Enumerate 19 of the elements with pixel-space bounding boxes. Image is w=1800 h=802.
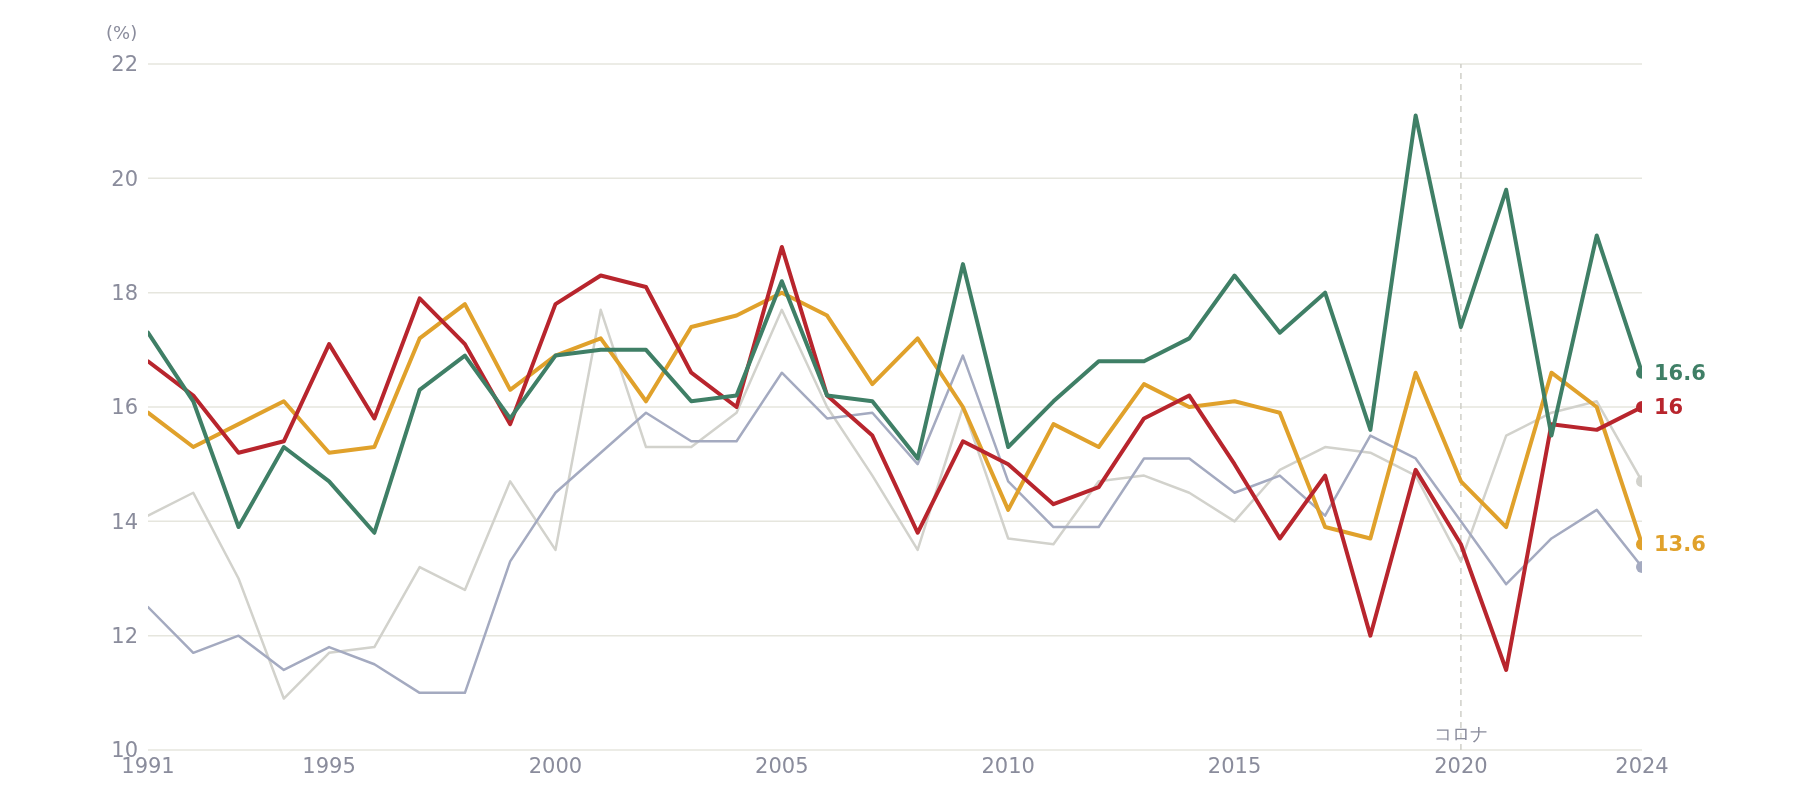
data-label: 16 — [1654, 395, 1684, 419]
x-tick-label: 1995 — [302, 753, 356, 778]
y-tick-label: 18 — [111, 281, 138, 306]
x-tick-label: 2024 — [1615, 753, 1669, 778]
line-series — [148, 113, 1642, 535]
y-tick-label: 14 — [111, 509, 138, 534]
data-label: 16.6 — [1654, 360, 1706, 385]
x-tick-label: 2020 — [1434, 753, 1488, 778]
y-tick-label: 22 — [111, 52, 138, 77]
data-label: 13.6 — [1654, 532, 1706, 557]
y-axis-title: (%) — [106, 22, 138, 43]
x-tick-label: 2005 — [755, 753, 809, 778]
x-tick-label: 2000 — [528, 753, 583, 778]
x-tick-label: 2015 — [1207, 753, 1262, 778]
y-tick-label: 16 — [111, 395, 138, 420]
y-tick-label: 20 — [111, 166, 138, 191]
ref-line-label: コロナ — [1433, 723, 1488, 744]
y-tick-label: 12 — [111, 624, 138, 649]
x-tick-label: 2010 — [981, 753, 1035, 778]
